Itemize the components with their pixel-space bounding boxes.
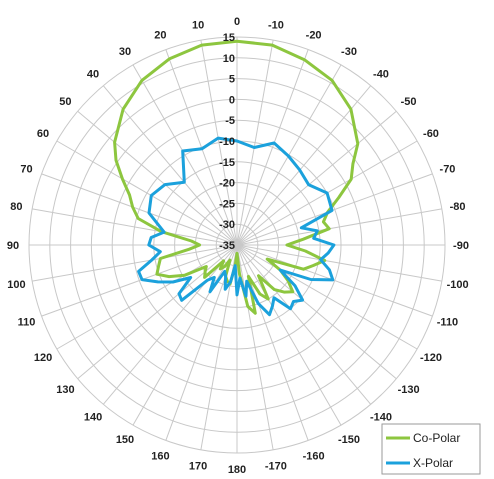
angle-tick-label: -130 (398, 384, 420, 396)
legend-label-x-polar: X-Polar (413, 456, 453, 470)
angle-tick-label: 150 (116, 434, 134, 446)
angle-tick-label: 40 (87, 68, 99, 80)
radial-tick-label: -25 (219, 198, 235, 210)
grid-spoke (32, 208, 238, 246)
grid-spoke (236, 110, 397, 246)
angle-tick-label: 30 (119, 46, 131, 58)
grid-spoke (236, 244, 442, 282)
legend-box (381, 423, 481, 475)
angle-tick-label: -150 (338, 434, 360, 446)
angle-tick-label: 10 (192, 19, 204, 31)
radial-tick-label: 0 (229, 94, 235, 106)
angle-tick-label: -40 (373, 68, 389, 80)
grid-spoke (132, 244, 238, 426)
grid-spoke (77, 244, 238, 380)
legend: Co-Polar X-Polar (381, 423, 481, 475)
grid-spoke (236, 244, 397, 380)
grid-spoke (165, 49, 238, 246)
radial-tick-label: -35 (219, 240, 235, 252)
angle-tick-label: 140 (84, 412, 102, 424)
radial-tick-label: 5 (229, 74, 235, 86)
radial-tick-label: -20 (219, 178, 235, 190)
angle-tick-label: 120 (34, 352, 52, 364)
angle-tick-label: -50 (401, 96, 417, 108)
angle-tick-label: -160 (303, 450, 325, 462)
grid-spoke (236, 85, 372, 246)
angle-tick-label: 100 (7, 279, 25, 291)
angle-tick-label: 60 (37, 128, 49, 140)
angle-tick-labels: 0102030405060708090100110120130140150160… (7, 16, 469, 476)
angle-tick-label: 170 (189, 461, 207, 473)
grid-spoke (236, 244, 274, 450)
angle-tick-label: -20 (306, 30, 322, 42)
grid-spoke (41, 244, 238, 317)
angle-tick-label: -80 (450, 201, 466, 213)
radial-tick-label: 10 (223, 53, 235, 65)
series-layer (113, 39, 360, 317)
radial-tick-label: -10 (219, 136, 235, 148)
angle-tick-label: -70 (440, 163, 456, 175)
radial-tick-labels: -35 -30 -25 -20 -15 -10 -5 0 5 10 15 (219, 32, 235, 252)
radial-tick-label: -30 (219, 219, 235, 231)
angle-tick-label: 70 (20, 163, 32, 175)
polar-grid (28, 36, 446, 454)
grid-spoke (77, 110, 238, 246)
angle-tick-label: 20 (154, 30, 166, 42)
grid-spoke (236, 244, 372, 405)
grid-spoke (236, 49, 309, 246)
grid-spoke (132, 64, 238, 246)
angle-tick-label: 180 (228, 464, 246, 476)
angle-tick-label: -60 (423, 128, 439, 140)
grid-spoke (236, 244, 418, 350)
angle-tick-label: 90 (7, 240, 19, 252)
angle-tick-label: 80 (10, 201, 22, 213)
grid-spoke (236, 208, 442, 246)
angle-tick-label: 50 (59, 96, 71, 108)
angle-tick-label: -30 (341, 46, 357, 58)
radial-tick-label: -15 (219, 157, 235, 169)
angle-tick-label: 130 (56, 384, 74, 396)
angle-tick-label: -90 (453, 240, 469, 252)
radial-tick-label: -5 (225, 115, 235, 127)
grid-spoke (56, 244, 238, 350)
series-line-x-polar (137, 136, 336, 317)
grid-spoke (236, 244, 433, 317)
grid-spoke (41, 173, 238, 246)
angle-tick-label: -140 (370, 412, 392, 424)
grid-spoke (236, 173, 433, 246)
grid-spoke (102, 85, 238, 246)
angle-tick-label: -110 (437, 317, 458, 329)
radial-tick-label: 15 (223, 32, 235, 44)
angle-tick-label: -120 (420, 352, 442, 364)
grid-spoke (32, 244, 238, 282)
angle-tick-label: 0 (234, 16, 240, 28)
angle-tick-label: -170 (265, 461, 287, 473)
angle-tick-label: 160 (151, 450, 169, 462)
angle-tick-label: -10 (268, 19, 284, 31)
legend-label-co-polar: Co-Polar (413, 431, 460, 445)
grid-spoke (200, 40, 238, 246)
angle-tick-label: -100 (447, 279, 469, 291)
grid-spoke (102, 244, 238, 405)
grid-spoke (236, 244, 342, 426)
grid-spoke (56, 140, 238, 246)
angle-tick-label: 110 (18, 317, 36, 329)
grid-spoke (236, 40, 274, 246)
series-line-co-polar (113, 39, 360, 315)
